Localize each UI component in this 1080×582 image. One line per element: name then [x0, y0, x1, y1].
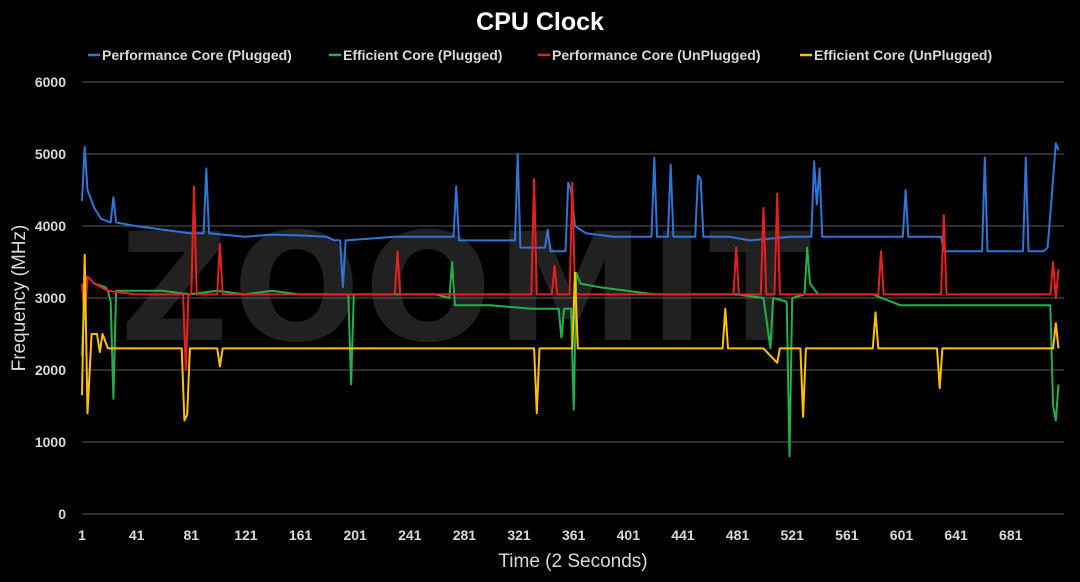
x-tick-label: 1: [78, 527, 86, 543]
y-tick-label: 2000: [35, 362, 66, 378]
y-tick-label: 1000: [35, 434, 66, 450]
x-tick-label: 201: [343, 527, 367, 543]
legend-item: Performance Core (UnPlugged): [538, 47, 760, 63]
legend-item: Efficient Core (Plugged): [329, 47, 502, 63]
x-tick-label: 641: [944, 527, 968, 543]
x-tick-label: 81: [183, 527, 199, 543]
series-lines: [81, 142, 1060, 458]
x-tick-label: 241: [398, 527, 422, 543]
series-line-1: [81, 142, 1060, 289]
legend-item: Performance Core (Plugged): [88, 47, 292, 63]
zoomit-watermark: ZOOMIT: [120, 202, 815, 376]
x-tick-label: 601: [890, 527, 914, 543]
y-tick-label: 0: [58, 506, 66, 522]
legend-label: Efficient Core (Plugged): [343, 47, 502, 63]
x-tick-label: 521: [781, 527, 805, 543]
legend-label: Performance Core (Plugged): [102, 47, 292, 63]
series-line-3: [81, 178, 1060, 371]
x-axis-label: Time (2 Seconds): [498, 551, 647, 572]
x-tick-label: 121: [234, 527, 258, 543]
legend: Performance Core (Plugged) Efficient Core…: [88, 47, 992, 63]
y-tick-label: 6000: [35, 74, 66, 90]
x-tick-label: 481: [726, 527, 750, 543]
x-tick-label: 681: [999, 527, 1023, 543]
x-tick-label: 561: [835, 527, 859, 543]
legend-label: Efficient Core (UnPlugged): [814, 47, 992, 63]
x-tick-label: 281: [453, 527, 477, 543]
series-line-4: [81, 253, 1060, 422]
watermark-text: ZOOMIT: [120, 202, 815, 376]
x-tick-label: 41: [129, 527, 145, 543]
legend-label: Performance Core (UnPlugged): [552, 47, 760, 63]
y-tick-label: 4000: [35, 218, 66, 234]
y-tick-label: 5000: [35, 146, 66, 162]
x-tick-label: 361: [562, 527, 586, 543]
x-tick-label: 441: [671, 527, 695, 543]
y-axis-label: Frequency (MHz): [9, 225, 30, 372]
y-tick-label: 3000: [35, 290, 66, 306]
chart-title: CPU Clock: [476, 8, 604, 36]
x-axis-ticks: 1 41 81 121 161 201 241 281 321 361 401 441 481 521 56…: [78, 527, 1023, 543]
x-tick-label: 321: [507, 527, 531, 543]
y-axis-ticks: 0 1000 2000 3000 4000 5000 6000: [35, 74, 66, 522]
x-tick-label: 401: [617, 527, 641, 543]
legend-item: Efficient Core (UnPlugged): [800, 47, 992, 63]
x-tick-label: 161: [289, 527, 313, 543]
